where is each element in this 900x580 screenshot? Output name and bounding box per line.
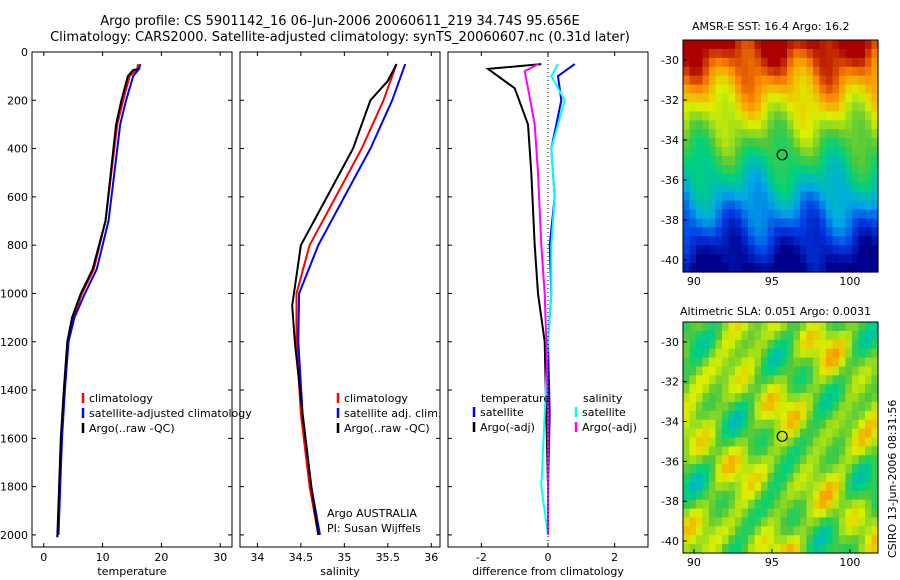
sst-map-title: AMSR-E SST: 16.4 Argo: 16.2 [692,20,850,33]
legend-sdiff-label: satellite [582,406,626,419]
legend-sal-label: climatology [344,392,408,405]
y-tick-label: 1400 [0,384,28,397]
map-y-tick-label: -38 [661,214,679,227]
map-y-tick-label: -34 [661,416,679,429]
map-x-tick-label: 90 [687,275,701,288]
series-line-climatology [295,63,398,536]
y-tick-label: 400 [7,143,28,156]
sst-map [682,39,879,273]
x-tick-label: 0 [545,551,552,564]
plot-frame-0 [31,51,233,548]
legend-sal-label: satellite adj. clim. [344,407,441,420]
y-tick-label: 0 [21,46,28,59]
series-line-argo-raw-qc- [291,63,398,536]
series-line-salinity-argo-adj- [523,63,549,535]
x-tick-label: 0 [40,551,47,564]
sla-map [682,321,879,554]
y-tick-label: 800 [7,239,28,252]
x-tick-label: 30 [213,551,227,564]
legend-group-heading: temperature [481,392,550,405]
map-y-tick-label: -40 [661,535,679,548]
x-tick-label: 35.5 [376,551,401,564]
legend-sdiff-label: Argo(-adj) [582,421,637,434]
map-y-tick-label: -36 [661,455,679,468]
y-tick-label: 2000 [0,529,28,542]
series-line-temperature-argo-adj- [485,63,549,535]
y-tick-label: 1000 [0,287,28,300]
annotation-line: Argo AUSTRALIA [327,507,417,520]
y-tick-label: 200 [7,94,28,107]
map-x-tick-label: 100 [839,556,860,569]
x-tick-label: 36 [424,551,438,564]
x-tick-label: 10 [96,551,110,564]
legend-temp-label: climatology [89,392,153,405]
map-y-tick-label: -38 [661,495,679,508]
series-line-satellite-adjusted-climatology [57,63,142,535]
series-line-argo-raw-qc- [56,67,140,538]
legend-tdiff-label: Argo(-adj) [480,421,535,434]
map-x-tick-label: 95 [765,556,779,569]
sla-map-title: Altimetric SLA: 0.051 Argo: 0.0031 [680,305,872,318]
chart-title-line1: Argo profile: CS 5901142_16 06-Jun-2006 … [100,14,580,29]
x-tick-label: -2 [476,551,487,564]
map-y-tick-label: -30 [661,336,679,349]
map-y-tick-label: -36 [661,174,679,187]
y-tick-label: 1800 [0,481,28,494]
map-y-tick-label: -34 [661,134,679,147]
argo-location-marker [776,149,788,161]
series-line-temperature-satellite [546,63,576,535]
x-axis-label: salinity [320,565,360,578]
map-y-tick-label: -32 [661,376,679,389]
map-x-tick-label: 95 [765,275,779,288]
plot-frame-1 [239,51,441,548]
y-tick-label: 1600 [0,432,28,445]
legend-sal-label: Argo(..raw -QC) [344,422,430,435]
map-frame [682,39,879,273]
legend-temp-label: satellite-adjusted climatology [89,407,252,420]
series-line-satellite-adj-clim- [297,63,407,536]
map-x-tick-label: 90 [687,556,701,569]
legend-tdiff-label: satellite [480,406,524,419]
legend-group-heading: salinity [583,392,623,405]
series-line-salinity-satellite [540,63,566,536]
x-tick-label: 35 [337,551,351,564]
y-tick-label: 600 [7,191,28,204]
map-x-tick-label: 100 [839,275,860,288]
x-tick-label: 34 [250,551,264,564]
x-tick-label: 2 [611,551,618,564]
series-line-climatology [56,63,139,535]
chart-title-line2: Climatology: CARS2000. Satellite-adjuste… [50,30,630,45]
map-frame [682,321,879,554]
x-axis-label: temperature [97,565,166,578]
map-y-tick-label: -30 [661,54,679,67]
annotation-line: PI: Susan Wijffels [327,522,421,535]
x-axis-label: difference from climatology [472,565,624,578]
map-y-tick-label: -32 [661,94,679,107]
x-tick-label: 20 [154,551,168,564]
legend-temp-label: Argo(..raw -QC) [89,422,175,435]
map-y-tick-label: -40 [661,254,679,267]
y-tick-label: 1200 [0,336,28,349]
argo-location-marker [776,430,788,442]
x-tick-label: 34.5 [289,551,314,564]
